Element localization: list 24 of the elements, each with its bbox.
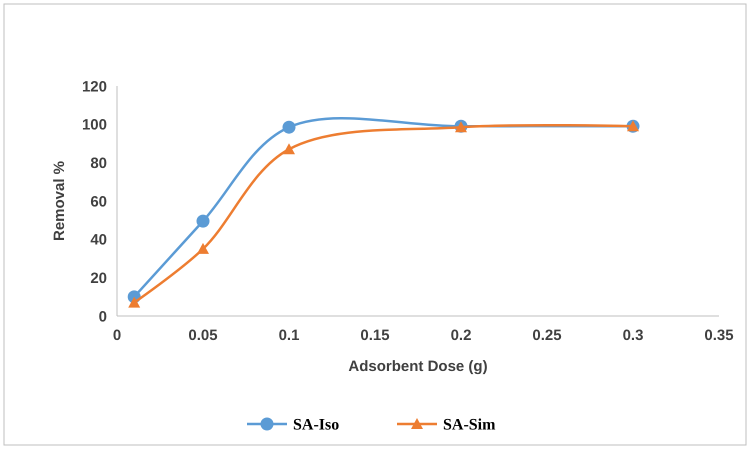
y-tick-label: 20 (90, 270, 107, 287)
x-tick-label: 0.1 (278, 327, 300, 344)
x-tick-label: 0.2 (450, 327, 472, 344)
point (283, 143, 295, 154)
y-tick-label: 60 (90, 193, 107, 210)
x-tick-label: 0 (112, 327, 122, 344)
point (196, 214, 210, 228)
y-axis-title: Removal % (51, 160, 68, 242)
x-tick-label: 0.3 (622, 327, 644, 344)
legend-label: SA-Sim (443, 416, 496, 434)
y-tick-label: 120 (82, 78, 107, 96)
x-tick-label: 0.15 (360, 327, 390, 344)
y-tick-label: 0 (98, 308, 107, 326)
point (197, 242, 209, 254)
y-tick-label: 40 (90, 232, 107, 249)
x-axis-title: Adsorbent Dose (g) (348, 358, 488, 375)
y-tick-label: 80 (90, 154, 107, 172)
x-tick-label: 0.35 (704, 327, 734, 344)
x-tick-label: 0.25 (532, 327, 562, 344)
x-tick-label: 0.05 (188, 327, 218, 344)
y-tick-label: 100 (82, 116, 107, 134)
point (128, 296, 140, 308)
legend-label: SA-Iso (293, 416, 340, 434)
point (282, 120, 296, 134)
